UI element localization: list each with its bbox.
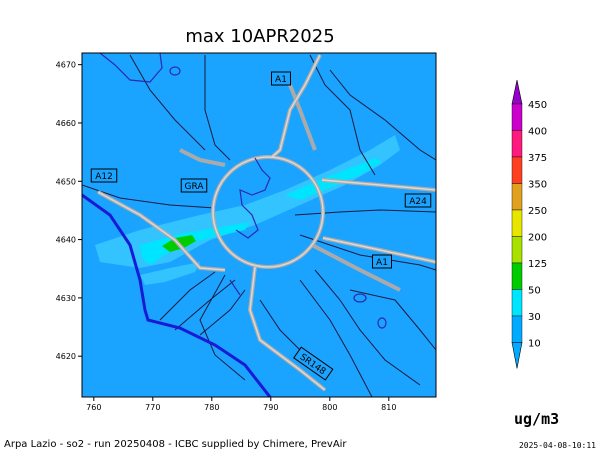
legend-level-label: 450 [528, 100, 547, 111]
units-label: ug/m3 [514, 410, 560, 428]
x-tick-label: 780 [204, 403, 219, 412]
water-bodies [99, 53, 387, 329]
legend-level-label: 400 [528, 127, 547, 138]
legend-swatch [511, 103, 523, 131]
color-legend: 10 30 50 125 200 250 350 375 400 450 [511, 79, 547, 369]
legend-level-label: 10 [528, 339, 541, 350]
legend-level-label: 30 [528, 312, 541, 323]
map-title: max 10APR2025 [185, 26, 335, 47]
legend-swatch [511, 315, 523, 343]
legend-swatch [511, 130, 523, 158]
y-tick-label: 4640 [56, 236, 76, 245]
road-label-a24: A24 [404, 193, 432, 208]
run-timestamp: 2025-04-08-10:11 [518, 441, 596, 450]
svg-text:A12: A12 [95, 172, 113, 182]
road-label-a1: A1 [372, 254, 392, 269]
plume-cyan [140, 222, 250, 265]
legend-swatch [511, 209, 523, 237]
legend-level-label: 375 [528, 153, 547, 164]
svg-text:A1: A1 [376, 258, 388, 268]
legend-arrow-bottom [511, 342, 523, 369]
road-label-a12: A12 [90, 168, 118, 183]
legend-swatch [511, 236, 523, 264]
svg-text:GRA: GRA [184, 182, 204, 192]
admin-borders [82, 54, 436, 397]
y-tick-label: 4670 [56, 61, 76, 70]
x-tick-label: 810 [381, 403, 396, 412]
footer-caption: Arpa Lazio - so2 - run 20250408 - ICBC s… [4, 439, 347, 450]
coastline [82, 193, 272, 397]
legend-swatch [511, 262, 523, 290]
plume-light [95, 135, 400, 268]
legend-level-label: 250 [528, 206, 547, 217]
y-tick-label: 4630 [56, 294, 76, 303]
map-panel: 760 770 780 790 800 810 467046604650464046304… [56, 52, 547, 412]
map-frame [81, 52, 437, 398]
x-tick-label: 760 [86, 403, 101, 412]
y-tick-label: 4650 [56, 177, 76, 186]
legend-level-label: 200 [528, 233, 547, 244]
x-tick-label: 790 [263, 403, 278, 412]
svg-text:A24: A24 [409, 197, 427, 207]
plume-light-2 [140, 262, 200, 285]
y-axis: 4670 4660 4650 4640 4630 4620 [56, 61, 82, 361]
legend-arrow-top [511, 79, 523, 105]
y-tick-label: 4620 [56, 352, 76, 361]
svg-text:A1: A1 [275, 75, 287, 85]
legend-swatch [511, 183, 523, 211]
legend-level-label: 350 [528, 180, 547, 191]
legend-swatch [511, 156, 523, 184]
x-tick-label: 770 [145, 403, 160, 412]
legend-level-label: 125 [528, 259, 547, 270]
concentration-field [82, 53, 436, 397]
legend-level-label: 50 [528, 286, 541, 297]
road-label-a1: A1 [271, 71, 291, 86]
x-tick-label: 800 [322, 403, 337, 412]
legend-swatch [511, 289, 523, 317]
road-label-gra: GRA [180, 178, 208, 193]
y-tick-label: 4660 [56, 119, 76, 128]
x-axis: 760 770 780 790 800 810 [86, 397, 396, 412]
